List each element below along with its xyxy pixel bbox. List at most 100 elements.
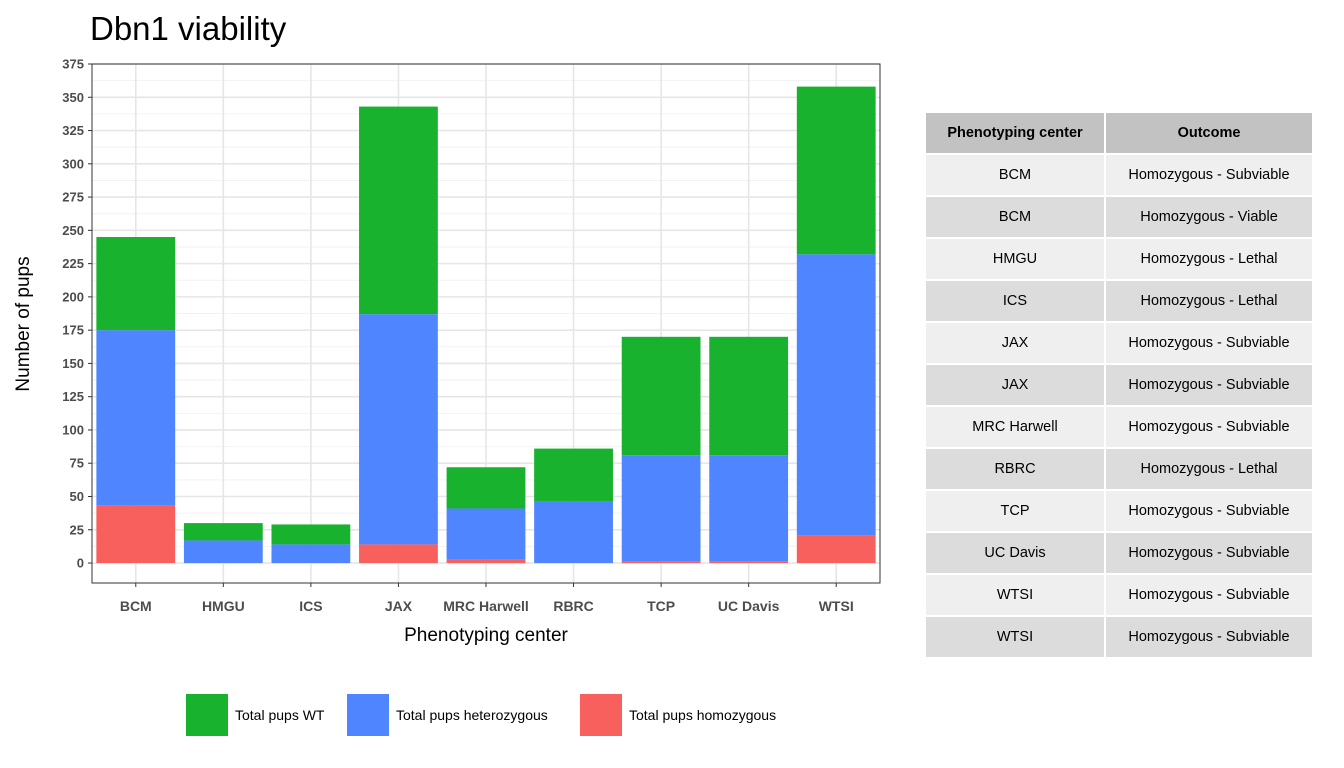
table-cell-outcome: Homozygous - Subviable (1106, 155, 1314, 197)
bar-segment (96, 237, 176, 331)
bar-segment (796, 254, 876, 536)
y-axis-ticks: 0 25 50 75 100 125 150 175 200 225 250 275 300 325 350… (62, 57, 92, 571)
y-tick-label: 200 (62, 289, 84, 304)
table-cell-outcome: Homozygous - Subviable (1106, 533, 1314, 575)
y-tick-label: 25 (70, 522, 84, 537)
bar-segment (96, 505, 176, 564)
table-cell-center: HMGU (926, 239, 1106, 281)
y-tick-label: 250 (62, 223, 84, 238)
table-row: JAX Homozygous - Subviable (926, 323, 1314, 365)
y-tick-label: 0 (77, 556, 84, 571)
table-cell-outcome: Homozygous - Viable (1106, 197, 1314, 239)
table-row: BCM Homozygous - Subviable (926, 155, 1314, 197)
y-tick-label: 75 (70, 456, 84, 471)
table-cell-center: WTSI (926, 617, 1106, 659)
table-row: TCP Homozygous - Subviable (926, 491, 1314, 533)
bar-segment (446, 559, 526, 564)
table-row: JAX Homozygous - Subviable (926, 365, 1314, 407)
table-cell-center: UC Davis (926, 533, 1106, 575)
x-tick-label: HMGU (202, 598, 245, 614)
table-row: UC Davis Homozygous - Subviable (926, 533, 1314, 575)
table-row: WTSI Homozygous - Subviable (926, 617, 1314, 659)
table-cell-outcome: Homozygous - Lethal (1106, 239, 1314, 281)
y-tick-label: 300 (62, 156, 84, 171)
table-cell-outcome: Homozygous - Lethal (1106, 281, 1314, 323)
legend-swatch (347, 694, 389, 736)
outcome-table: Phenotyping center Outcome BCM Homozygous… (926, 113, 1314, 659)
table-header-outcome: Outcome (1106, 113, 1314, 155)
bar-segment (621, 561, 701, 564)
legend: Total pups WT Total pups heterozygous Tota… (186, 694, 776, 736)
legend-label: Total pups WT (235, 707, 325, 723)
bar-segment (446, 508, 526, 560)
x-axis-title: Phenotyping center (404, 625, 568, 646)
bar-segment (709, 561, 789, 564)
x-tick-label: UC Davis (718, 598, 780, 614)
table-row: BCM Homozygous - Viable (926, 197, 1314, 239)
bar-segment (359, 106, 438, 315)
y-tick-label: 125 (62, 389, 84, 404)
bar-segment (359, 314, 438, 545)
table-cell-center: JAX (926, 323, 1106, 365)
x-tick-label: RBRC (553, 598, 593, 614)
y-tick-label: 350 (62, 90, 84, 105)
bar-segment (359, 544, 438, 564)
bar-segment (796, 535, 876, 564)
table-row: WTSI Homozygous - Subviable (926, 575, 1314, 617)
table-header-row: Phenotyping center Outcome (926, 113, 1314, 155)
legend-label: Total pups homozygous (629, 707, 776, 723)
table-cell-center: JAX (926, 365, 1106, 407)
y-tick-label: 275 (62, 190, 84, 205)
bar-segment (709, 336, 789, 456)
y-tick-label: 175 (62, 323, 84, 338)
table-cell-outcome: Homozygous - Subviable (1106, 407, 1314, 449)
table-cell-center: WTSI (926, 575, 1106, 617)
bar-segment (96, 330, 176, 506)
bar-segment (271, 524, 351, 545)
table-header-center: Phenotyping center (926, 113, 1106, 155)
table-row: HMGU Homozygous - Lethal (926, 239, 1314, 281)
y-axis-title: Number of pups (13, 256, 34, 391)
bar-segment (271, 544, 351, 564)
x-tick-label: MRC Harwell (443, 598, 529, 614)
table-cell-outcome: Homozygous - Subviable (1106, 365, 1314, 407)
chart-title: Dbn1 viability (90, 10, 287, 47)
x-axis-ticks: BCM HMGU ICS JAX MRC Harwell RBRC TCP UC Davis W… (120, 583, 854, 614)
bar-segment (796, 86, 876, 255)
y-tick-label: 50 (70, 489, 84, 504)
legend-swatch (186, 694, 228, 736)
table-cell-outcome: Homozygous - Subviable (1106, 323, 1314, 365)
bar-segment (534, 501, 613, 564)
x-tick-label: WTSI (819, 598, 854, 614)
x-tick-label: BCM (120, 598, 152, 614)
table-row: RBRC Homozygous - Lethal (926, 449, 1314, 491)
y-tick-label: 225 (62, 256, 84, 271)
table-cell-outcome: Homozygous - Lethal (1106, 449, 1314, 491)
bar-segment (183, 540, 263, 564)
bars (96, 86, 876, 564)
table-cell-outcome: Homozygous - Subviable (1106, 575, 1314, 617)
bar-segment (709, 455, 789, 562)
x-tick-label: TCP (647, 598, 675, 614)
bar-segment (621, 455, 701, 562)
bar-segment (183, 523, 263, 541)
table-cell-center: RBRC (926, 449, 1106, 491)
y-tick-label: 100 (62, 422, 84, 437)
bar-segment (621, 336, 701, 456)
bar-segment (534, 448, 613, 502)
legend-label: Total pups heterozygous (396, 707, 548, 723)
x-tick-label: ICS (299, 598, 322, 614)
table-row: ICS Homozygous - Lethal (926, 281, 1314, 323)
table-cell-center: TCP (926, 491, 1106, 533)
table-cell-center: BCM (926, 197, 1106, 239)
table-cell-center: BCM (926, 155, 1106, 197)
table-row: MRC Harwell Homozygous - Subviable (926, 407, 1314, 449)
legend-swatch (580, 694, 622, 736)
table-cell-center: MRC Harwell (926, 407, 1106, 449)
table-cell-outcome: Homozygous - Subviable (1106, 617, 1314, 659)
table-cell-center: ICS (926, 281, 1106, 323)
x-tick-label: JAX (385, 598, 413, 614)
table-cell-outcome: Homozygous - Subviable (1106, 491, 1314, 533)
bar-segment (446, 467, 526, 509)
